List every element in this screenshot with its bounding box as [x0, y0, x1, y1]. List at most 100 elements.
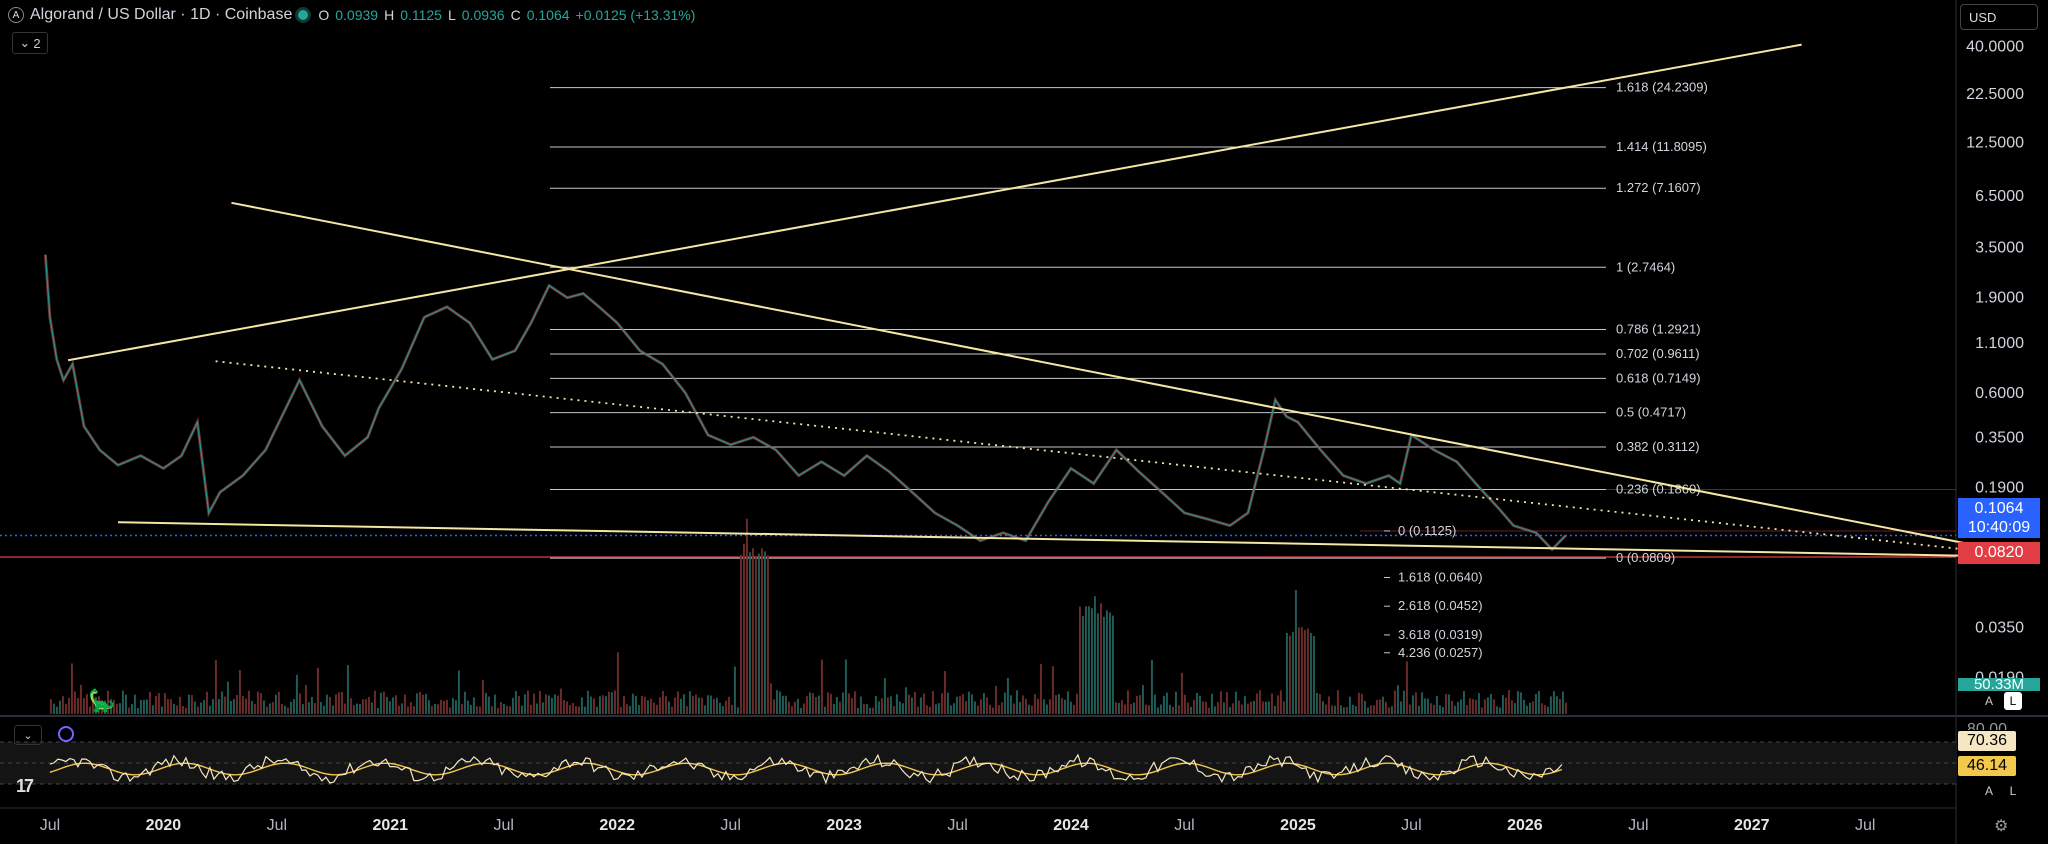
- volume-bar: [847, 693, 850, 714]
- volume-bar: [808, 692, 811, 714]
- rsi-auto-scale-button[interactable]: A: [1984, 784, 1993, 798]
- volume-bar: [541, 702, 544, 714]
- volume-bar: [883, 678, 886, 714]
- volume-bar: [538, 690, 541, 714]
- volume-bar: [178, 696, 181, 714]
- volume-bar: [1465, 705, 1468, 714]
- volume-bar: [367, 696, 370, 714]
- volume-bar: [1432, 704, 1435, 714]
- volume-bar: [730, 704, 733, 714]
- volume-bar: [787, 701, 790, 714]
- volume-bar: [340, 692, 343, 714]
- volume-bar: [1045, 704, 1048, 714]
- rsi-indicator-icon[interactable]: [58, 726, 74, 742]
- volume-bar: [1363, 701, 1366, 714]
- volume-bar: [310, 696, 313, 714]
- volume-bar: [1144, 704, 1147, 714]
- volume-bar: [652, 702, 655, 714]
- volume-bar: [886, 697, 889, 714]
- volume-bar: [1324, 704, 1327, 714]
- volume-bar: [1195, 692, 1198, 714]
- volume-bar: [316, 667, 319, 714]
- volume-bar: [313, 703, 316, 714]
- volume-bar: [274, 694, 277, 714]
- volume-bar: [124, 694, 127, 714]
- fib-level-label: 0.786 (1.2921): [1616, 322, 1701, 337]
- volume-bar: [697, 697, 700, 714]
- volume-bar: [1288, 635, 1291, 714]
- log-scale-button[interactable]: L: [2004, 692, 2022, 710]
- time-axis-label: 2026: [1507, 817, 1543, 834]
- volume-bar: [1549, 696, 1552, 714]
- volume-bar: [700, 697, 703, 714]
- volume-bar: [1060, 698, 1063, 714]
- indicators-toggle[interactable]: ⌄ 2: [12, 32, 48, 54]
- volume-bar: [229, 700, 232, 714]
- fib-level-label: 1 (2.7464): [1616, 259, 1675, 274]
- volume-bar: [745, 518, 748, 714]
- volume-bar: [673, 697, 676, 714]
- volume-bar: [658, 697, 661, 714]
- volume-bar: [1042, 699, 1045, 714]
- volume-bar: [1156, 707, 1159, 714]
- rsi-log-scale-button[interactable]: L: [2009, 784, 2017, 798]
- currency-label: USD: [1969, 9, 1997, 25]
- volume-bar: [1444, 694, 1447, 714]
- volume-bar: [1201, 701, 1204, 714]
- volume-bar: [1153, 694, 1156, 714]
- rsi-ma-tag: 46.14: [1958, 756, 2016, 776]
- volume-bar: [1390, 706, 1393, 714]
- volume-bar: [1024, 698, 1027, 714]
- volume-bar: [1243, 696, 1246, 714]
- volume-bar: [262, 700, 265, 714]
- symbol-legend[interactable]: A Algorand / US Dollar · 1D · Coinbase O…: [8, 6, 695, 24]
- volume-bar: [502, 703, 505, 714]
- volume-bar: [952, 703, 955, 714]
- volume-bar: [232, 698, 235, 714]
- volume-bar: [1129, 704, 1132, 714]
- volume-bar: [196, 706, 199, 714]
- volume-bar: [1093, 596, 1096, 714]
- volume-bar: [1081, 615, 1084, 714]
- volume-bar: [88, 706, 91, 714]
- volume-bar: [685, 706, 688, 714]
- collapse-pane-button[interactable]: ⌄: [14, 725, 42, 745]
- volume-bar: [73, 691, 76, 714]
- auto-scale-button[interactable]: A: [1984, 694, 1993, 708]
- volume-bar: [1348, 696, 1351, 714]
- volume-bar: [865, 704, 868, 714]
- volume-bar: [613, 690, 616, 714]
- trendline: [117, 521, 2036, 559]
- volume-bar: [796, 698, 799, 714]
- volume-bar: [448, 707, 451, 714]
- volume-bar: [331, 705, 334, 714]
- time-axis-label: 2024: [1053, 817, 1089, 834]
- fib-extension-label: 2.618 (0.0452): [1398, 598, 1483, 613]
- volume-bar: [1342, 707, 1345, 714]
- volume-bar: [985, 697, 988, 714]
- volume-bar: [409, 702, 412, 714]
- volume-bar: [421, 694, 424, 714]
- time-axis-label: 2027: [1734, 817, 1770, 834]
- volume-bar: [1006, 677, 1009, 714]
- volume-bar: [1264, 701, 1267, 714]
- volume-bar: [1321, 701, 1324, 714]
- fib-level-label: 0.382 (0.3112): [1616, 439, 1700, 454]
- volume-bar: [610, 692, 613, 714]
- volume-bar: [598, 696, 601, 714]
- volume-bar: [328, 697, 331, 714]
- volume-bar: [190, 695, 193, 714]
- volume-bar: [1018, 702, 1021, 714]
- volume-bar: [445, 699, 448, 714]
- time-axis-label: 2020: [146, 817, 182, 834]
- volume-bar: [979, 699, 982, 714]
- volume-bar: [1057, 694, 1060, 714]
- volume-bar: [424, 693, 427, 714]
- currency-select[interactable]: USD: [1960, 4, 2038, 30]
- fib-level-label: 0 (0.0809): [1616, 550, 1675, 565]
- volume-bar: [361, 699, 364, 714]
- volume-bar: [1540, 703, 1543, 714]
- gear-icon[interactable]: ⚙: [1994, 818, 2009, 835]
- volume-bar: [763, 551, 766, 714]
